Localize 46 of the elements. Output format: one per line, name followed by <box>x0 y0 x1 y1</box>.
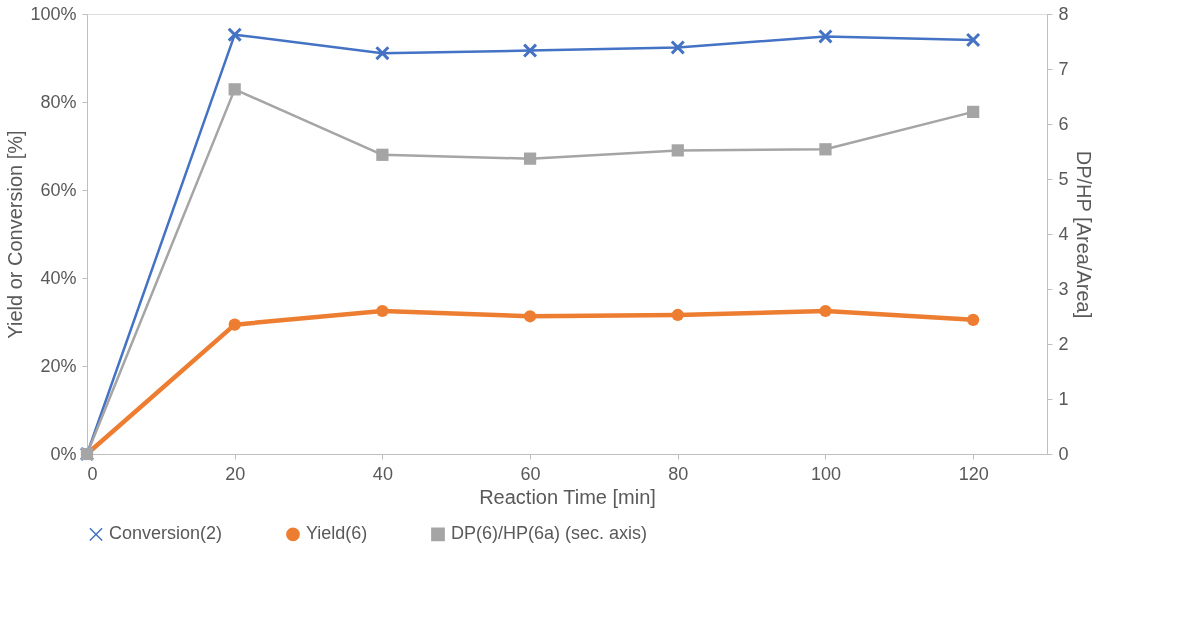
legend-label: Yield(6) <box>306 523 368 544</box>
x-tick-label: 40 <box>372 463 393 484</box>
y2-tick-label: 7 <box>1058 58 1069 79</box>
point <box>671 144 684 157</box>
y-tick-label: 100% <box>30 3 77 24</box>
legend-label: Conversion(2) <box>109 523 223 544</box>
x-tick-label: 20 <box>225 463 246 484</box>
y-axis-title: Yield or Conversion [%] <box>4 130 27 339</box>
point <box>967 313 980 326</box>
y2-tick-label: 3 <box>1058 278 1069 299</box>
x-tick-label: 100 <box>810 463 841 484</box>
y2-tick-label: 5 <box>1058 168 1069 189</box>
x-axis-title: Reaction Time [min] <box>479 485 656 508</box>
x-tick-label: 80 <box>668 463 689 484</box>
y-tick-label: 20% <box>40 355 77 376</box>
point <box>819 143 832 156</box>
point <box>670 40 686 55</box>
x-tick-label: 120 <box>958 463 989 484</box>
legend-label: DP(6)/HP(6a) (sec. axis) <box>451 523 648 544</box>
y-tick-label: 60% <box>40 179 77 200</box>
x-tick-label: 60 <box>520 463 541 484</box>
y-tick-label: 40% <box>40 267 77 288</box>
y2-tick-label: 6 <box>1058 113 1069 134</box>
point <box>967 105 980 119</box>
y2-axis-title: DP/HP [Area/Area] <box>1072 150 1095 319</box>
point <box>374 45 390 61</box>
point <box>522 43 538 58</box>
point <box>819 304 832 318</box>
point <box>965 32 981 48</box>
point <box>818 29 833 44</box>
point <box>671 308 684 322</box>
point <box>523 152 537 165</box>
point <box>376 304 389 318</box>
y2-tick-label: 1 <box>1058 388 1069 409</box>
point <box>523 310 537 323</box>
y2-tick-label: 4 <box>1058 223 1069 244</box>
y2-tick-label: 8 <box>1058 3 1069 24</box>
point <box>227 27 243 43</box>
x-tick-label: 0 <box>87 463 98 484</box>
y-tick-label: 0% <box>50 443 77 464</box>
y-tick-label: 80% <box>40 91 77 112</box>
y2-tick-label: 2 <box>1058 333 1069 354</box>
point <box>376 148 389 161</box>
point <box>228 318 241 331</box>
y2-tick-label: 0 <box>1058 443 1069 464</box>
point <box>228 83 241 96</box>
